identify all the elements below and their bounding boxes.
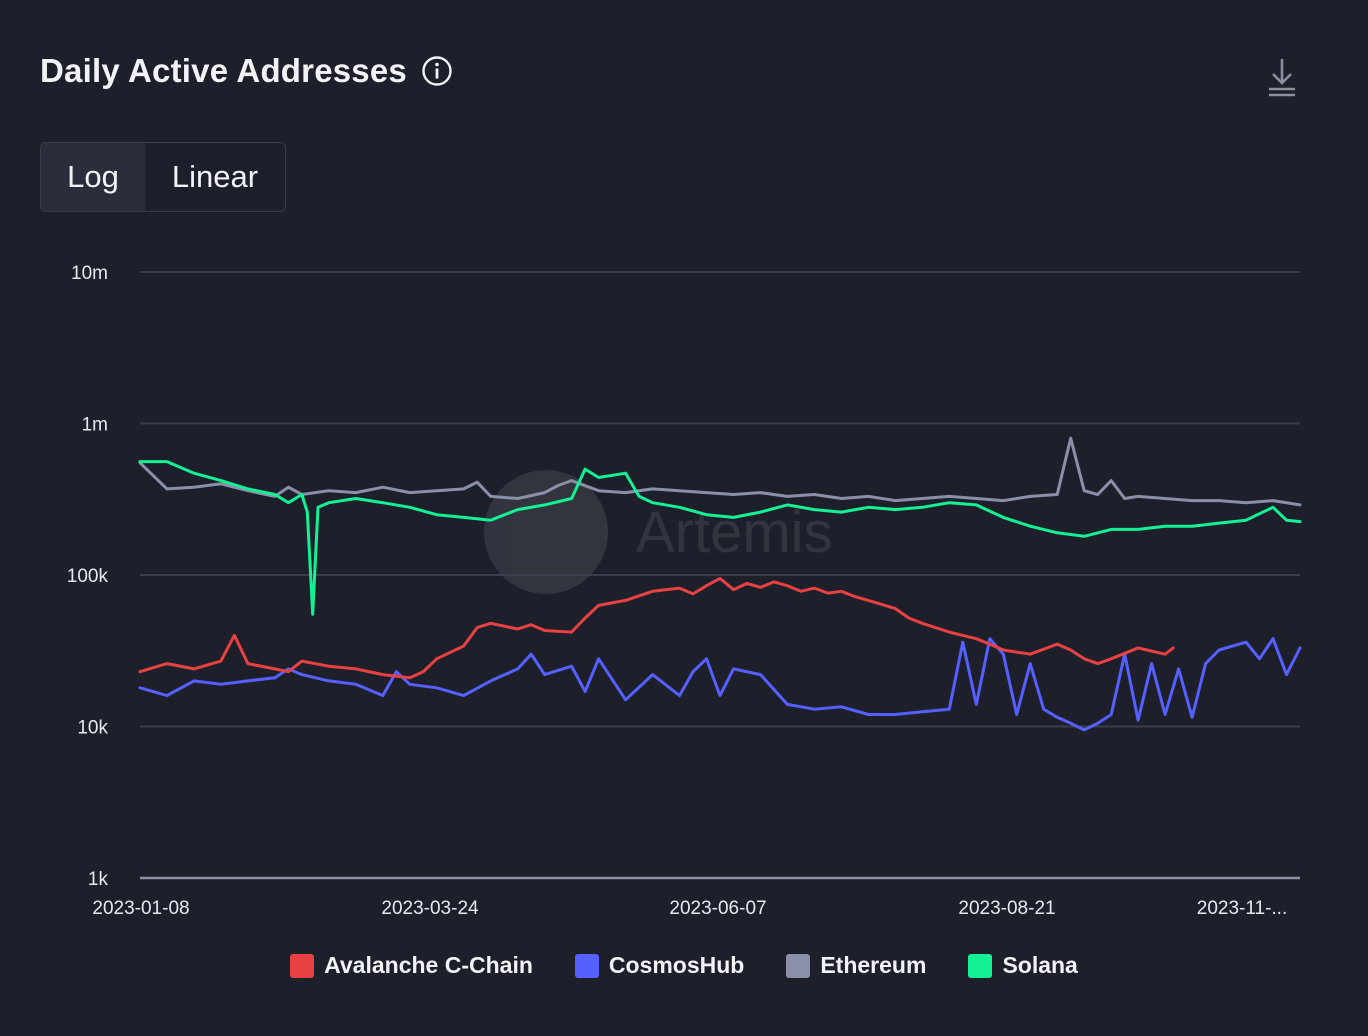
legend-swatch-ethereum [786,953,811,978]
legend-item-avalanche[interactable]: Avalanche C-Chain [290,952,533,979]
x-tick-label-1: 2023-03-24 [381,898,479,919]
chart-header: Daily Active Addresses [40,52,453,90]
legend-item-cosmoshub[interactable]: CosmosHub [574,952,745,979]
series-line-avalanche-c-chain[interactable] [138,576,1175,680]
y-tick-label-1k: 1k [88,869,109,890]
chart-grid [140,271,1300,880]
legend-swatch-avalanche [290,953,315,978]
legend-swatch-cosmoshub [574,953,599,978]
series-line-ethereum[interactable] [138,436,1302,507]
chart-title: Daily Active Addresses [40,52,407,89]
y-tick-label-10m: 10m [71,263,108,284]
info-icon[interactable] [421,55,453,87]
series-line-cosmoshub[interactable] [138,637,1302,732]
linear-scale-button[interactable]: Linear [171,159,259,194]
legend-item-solana[interactable]: Solana [968,952,1078,979]
legend-label-avalanche: Avalanche C-Chain [324,952,533,978]
x-tick-label-2: 2023-06-07 [669,898,766,919]
x-tick-label-0: 2023-01-08 [92,898,189,919]
y-tick-label-100k: 100k [67,566,109,587]
y-tick-label-1m: 1m [82,415,108,436]
legend-item-ethereum[interactable]: Ethereum [786,952,926,979]
series-layer [138,436,1302,732]
legend-label-solana: Solana [1002,952,1078,978]
legend-swatch-solana [968,953,993,978]
x-tick-label-3: 2023-08-21 [958,898,1055,919]
chart-legend: Avalanche C-Chain CosmosHub Ethereum Sol… [0,952,1368,979]
y-tick-label-10k: 10k [77,718,108,739]
legend-label-cosmoshub: CosmosHub [608,952,745,978]
x-axis: 2023-01-08 2023-03-24 2023-06-07 2023-08-21… [92,898,1287,919]
y-axis: 10m 1m 100k 10k 1k [67,263,109,890]
artemis-watermark: Artemis [484,470,833,594]
watermark-text: Artemis [636,500,833,565]
series-line-solana[interactable] [138,460,1302,616]
log-scale-button[interactable]: Log [41,143,145,211]
scale-toggle: Log Linear [40,142,286,212]
line-chart: Artemis 2023-01-08 2023-03-24 2023-06-07 20… [67,263,1302,919]
x-tick-label-4: 2023-11-... [1197,898,1287,919]
legend-label-ethereum: Ethereum [820,952,927,978]
download-icon[interactable] [1264,56,1300,100]
